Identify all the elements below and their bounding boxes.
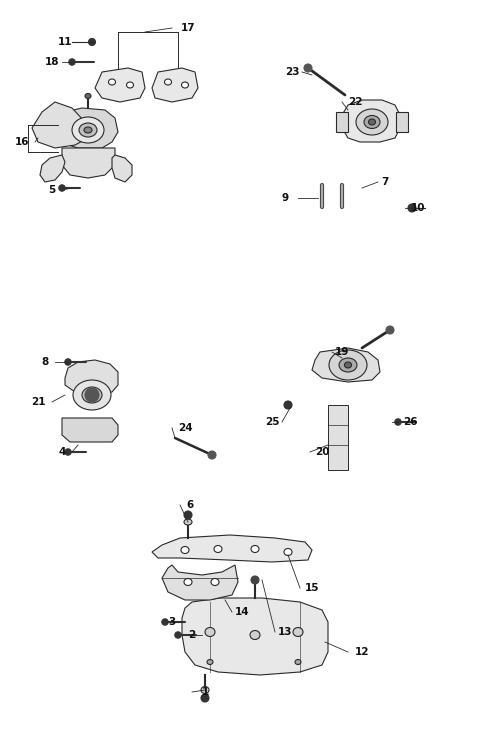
Circle shape bbox=[175, 632, 181, 638]
Ellipse shape bbox=[211, 578, 219, 586]
Ellipse shape bbox=[73, 380, 111, 410]
Circle shape bbox=[408, 204, 416, 212]
Text: 8: 8 bbox=[41, 357, 48, 367]
Circle shape bbox=[69, 59, 75, 65]
Circle shape bbox=[184, 511, 192, 519]
Ellipse shape bbox=[72, 117, 104, 143]
Polygon shape bbox=[58, 108, 118, 148]
Circle shape bbox=[285, 402, 291, 408]
Ellipse shape bbox=[250, 631, 260, 640]
Ellipse shape bbox=[369, 119, 375, 125]
Ellipse shape bbox=[184, 519, 192, 525]
Polygon shape bbox=[152, 68, 198, 102]
Ellipse shape bbox=[181, 82, 189, 88]
Ellipse shape bbox=[207, 660, 213, 664]
Ellipse shape bbox=[356, 109, 388, 135]
Circle shape bbox=[304, 64, 312, 72]
Circle shape bbox=[201, 694, 209, 702]
Text: 19: 19 bbox=[335, 347, 349, 357]
Ellipse shape bbox=[329, 350, 367, 380]
Circle shape bbox=[65, 449, 71, 456]
Ellipse shape bbox=[201, 687, 209, 693]
Text: 4: 4 bbox=[58, 447, 66, 457]
Text: 17: 17 bbox=[180, 23, 195, 33]
Polygon shape bbox=[62, 148, 115, 178]
Text: 10: 10 bbox=[411, 203, 425, 213]
Circle shape bbox=[162, 619, 168, 625]
Ellipse shape bbox=[184, 578, 192, 586]
Text: 25: 25 bbox=[265, 417, 279, 427]
Ellipse shape bbox=[127, 82, 133, 88]
Text: 18: 18 bbox=[45, 57, 59, 67]
Ellipse shape bbox=[108, 79, 116, 85]
Polygon shape bbox=[65, 360, 118, 395]
Ellipse shape bbox=[165, 79, 171, 85]
Ellipse shape bbox=[364, 115, 380, 129]
Polygon shape bbox=[40, 155, 65, 182]
Polygon shape bbox=[152, 535, 312, 562]
Ellipse shape bbox=[345, 362, 351, 368]
Polygon shape bbox=[112, 155, 132, 182]
Text: 20: 20 bbox=[315, 447, 329, 457]
Circle shape bbox=[65, 359, 71, 365]
Ellipse shape bbox=[82, 387, 102, 403]
Ellipse shape bbox=[79, 123, 97, 137]
Ellipse shape bbox=[284, 548, 292, 556]
Ellipse shape bbox=[181, 547, 189, 554]
Text: 15: 15 bbox=[305, 583, 319, 593]
Circle shape bbox=[59, 185, 65, 191]
Text: 3: 3 bbox=[168, 617, 176, 627]
Polygon shape bbox=[312, 348, 380, 382]
Text: 24: 24 bbox=[178, 423, 192, 433]
Text: 9: 9 bbox=[281, 193, 288, 203]
Text: 14: 14 bbox=[235, 607, 249, 617]
Polygon shape bbox=[62, 418, 118, 442]
Circle shape bbox=[88, 38, 96, 46]
Circle shape bbox=[386, 326, 394, 334]
Circle shape bbox=[284, 401, 292, 409]
Polygon shape bbox=[162, 565, 238, 600]
Ellipse shape bbox=[251, 545, 259, 553]
Bar bbox=[328, 405, 348, 470]
Text: 1: 1 bbox=[202, 687, 209, 697]
Text: 2: 2 bbox=[188, 630, 196, 640]
Polygon shape bbox=[182, 598, 328, 675]
Ellipse shape bbox=[293, 628, 303, 637]
Text: 22: 22 bbox=[348, 97, 362, 107]
Polygon shape bbox=[336, 112, 348, 132]
Ellipse shape bbox=[205, 628, 215, 637]
Text: 26: 26 bbox=[403, 417, 417, 427]
Text: 11: 11 bbox=[58, 37, 72, 47]
Text: 7: 7 bbox=[381, 177, 389, 187]
Ellipse shape bbox=[339, 358, 357, 372]
Text: 13: 13 bbox=[278, 627, 292, 637]
Circle shape bbox=[208, 451, 216, 459]
Polygon shape bbox=[95, 68, 145, 102]
Text: 23: 23 bbox=[285, 67, 299, 77]
Text: 12: 12 bbox=[355, 647, 369, 657]
Circle shape bbox=[85, 388, 99, 402]
Text: 6: 6 bbox=[186, 500, 193, 510]
Polygon shape bbox=[32, 102, 88, 148]
Text: 21: 21 bbox=[31, 397, 45, 407]
Circle shape bbox=[251, 576, 259, 584]
Polygon shape bbox=[396, 112, 408, 132]
Ellipse shape bbox=[214, 545, 222, 553]
Circle shape bbox=[395, 419, 401, 425]
Polygon shape bbox=[342, 100, 400, 142]
Text: 16: 16 bbox=[15, 137, 29, 147]
Ellipse shape bbox=[85, 94, 91, 99]
Text: 5: 5 bbox=[48, 185, 56, 195]
Ellipse shape bbox=[295, 660, 301, 664]
Ellipse shape bbox=[84, 127, 92, 133]
